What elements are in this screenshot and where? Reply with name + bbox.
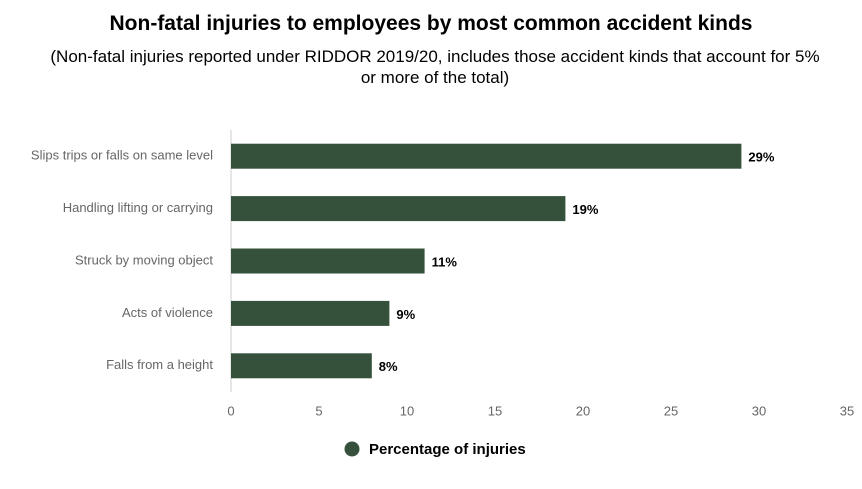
chart-title: Non-fatal injuries to employees by most … — [109, 12, 753, 35]
legend-label: Percentage of injuries — [369, 441, 526, 458]
value-label: 11% — [432, 254, 458, 269]
value-label: 29% — [748, 150, 774, 165]
chart-subtitle: (Non-fatal injuries reported under RIDDO… — [50, 47, 820, 87]
bar — [231, 353, 372, 379]
value-label: 9% — [396, 307, 415, 322]
y-tick-label: Slips trips or falls on same level — [31, 148, 213, 163]
bar — [231, 196, 566, 222]
x-tick-label: 25 — [664, 403, 678, 418]
x-tick-label: 35 — [840, 403, 854, 418]
x-tick-label: 15 — [488, 403, 502, 418]
bar — [231, 300, 390, 326]
legend-marker — [344, 441, 360, 457]
x-tick-label: 20 — [576, 403, 590, 418]
value-label: 19% — [572, 202, 598, 217]
x-tick-label: 10 — [400, 403, 414, 418]
y-tick-label: Struck by moving object — [75, 252, 213, 267]
x-tick-label: 30 — [752, 403, 766, 418]
bar — [231, 143, 742, 169]
value-label: 8% — [379, 359, 398, 374]
y-tick-label: Falls from a height — [106, 357, 213, 372]
y-tick-label: Handling lifting or carrying — [63, 200, 213, 215]
y-tick-label: Acts of violence — [122, 305, 213, 320]
bar — [231, 248, 425, 274]
x-tick-label: 0 — [227, 403, 234, 418]
x-tick-label: 5 — [315, 403, 322, 418]
